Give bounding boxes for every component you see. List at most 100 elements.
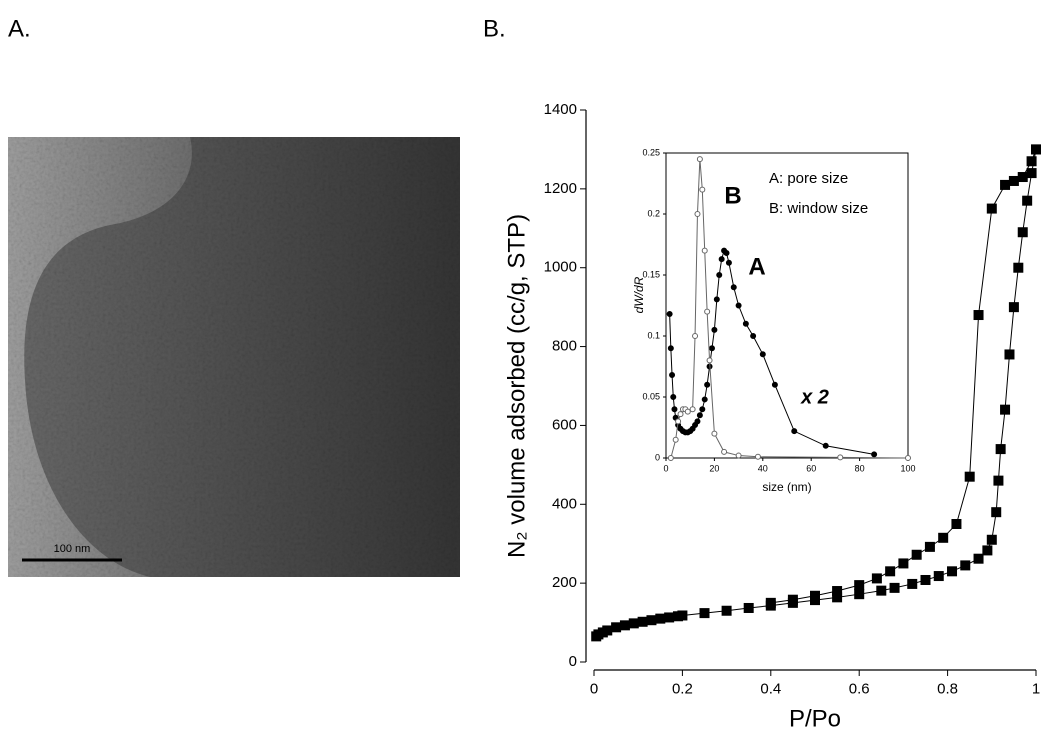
x-tick-label: 0.6	[849, 680, 870, 697]
y-tick-label: 0.05	[642, 391, 660, 401]
y-tick-label: 600	[552, 416, 577, 433]
marker	[995, 444, 1006, 455]
marker	[876, 585, 887, 596]
marker	[694, 418, 701, 425]
marker	[694, 211, 701, 217]
annotation: B	[724, 182, 741, 209]
marker	[704, 308, 711, 315]
marker	[706, 357, 713, 364]
marker	[837, 454, 844, 461]
marker	[602, 625, 613, 636]
panel-label: A.	[8, 15, 31, 42]
marker	[735, 302, 742, 309]
marker	[1017, 227, 1028, 238]
marker	[911, 549, 922, 560]
marker	[905, 455, 911, 461]
x-axis-label: P/Po	[789, 705, 841, 732]
marker	[854, 580, 865, 591]
marker	[1000, 179, 1011, 190]
marker	[1004, 349, 1015, 360]
marker	[832, 592, 843, 603]
y-tick-label: 1200	[544, 180, 577, 197]
marker	[664, 612, 675, 623]
marker	[787, 594, 798, 605]
marker	[689, 406, 696, 413]
marker	[754, 453, 761, 460]
x-tick-label: 1	[1032, 680, 1040, 697]
y-tick-label: 800	[552, 338, 577, 355]
marker	[1022, 195, 1033, 206]
plot-frame	[665, 152, 909, 459]
marker	[1013, 262, 1024, 273]
marker	[986, 534, 997, 545]
y-tick-label: 0.2	[647, 208, 660, 218]
marker	[964, 471, 975, 482]
marker	[655, 613, 666, 624]
marker	[871, 573, 882, 584]
marker	[692, 333, 699, 339]
marker	[982, 545, 993, 556]
marker	[704, 381, 711, 388]
marker	[711, 326, 718, 333]
marker	[708, 345, 715, 352]
marker	[677, 610, 688, 621]
marker	[1017, 172, 1028, 183]
marker	[771, 381, 778, 388]
marker	[675, 418, 682, 425]
y-tick-label: 400	[552, 495, 577, 512]
y-axis-label: dW/dR	[632, 276, 646, 313]
marker	[924, 541, 935, 552]
x-axis-label: size (nm)	[762, 480, 811, 494]
marker	[721, 448, 728, 455]
marker	[670, 394, 677, 400]
y-tick-label: 0	[569, 653, 577, 670]
marker	[701, 396, 708, 403]
x-tick-label: 0	[590, 680, 598, 697]
marker	[723, 250, 730, 257]
marker	[718, 256, 725, 263]
marker	[947, 566, 958, 577]
marker	[791, 428, 798, 435]
chart: 0 20 40 60 80 100 0 0.05 0.1 0.15 0.2 0.25 size (nm)…	[632, 147, 915, 494]
y-tick-label: 1000	[544, 259, 577, 276]
marker	[1008, 175, 1019, 186]
chart: 0 0.2 0.4 0.6 0.8 10200400600800100012001400P…	[503, 101, 1041, 732]
marker	[1031, 144, 1041, 155]
marker	[730, 284, 737, 291]
scale-bar-label: 100 nm	[54, 543, 91, 555]
marker	[684, 408, 691, 415]
marker	[716, 272, 723, 278]
marker	[991, 507, 1002, 518]
y-tick-label: 0.25	[642, 147, 660, 157]
marker	[672, 436, 679, 443]
marker	[832, 586, 843, 597]
marker	[810, 590, 820, 601]
marker	[699, 608, 710, 619]
marker	[725, 259, 732, 266]
marker	[1026, 156, 1037, 167]
annotation: x 2	[800, 386, 829, 408]
marker	[699, 406, 706, 413]
marker	[765, 597, 776, 608]
marker	[759, 351, 766, 358]
legend-entry: B: window size	[769, 200, 868, 217]
x-tick-label: 100	[900, 463, 915, 473]
marker	[669, 372, 676, 379]
marker	[822, 442, 829, 449]
marker	[960, 560, 971, 571]
x-tick-label: 0.4	[760, 680, 781, 697]
marker	[619, 620, 630, 631]
x-tick-label: 0.8	[937, 680, 958, 697]
marker	[611, 622, 622, 633]
marker	[677, 411, 684, 418]
y-tick-label: 0.15	[642, 269, 660, 279]
marker	[666, 311, 673, 318]
marker	[885, 566, 896, 577]
marker	[920, 574, 931, 585]
annotation: A	[748, 253, 765, 280]
marker	[951, 519, 962, 529]
legend-entry: A: pore size	[769, 170, 848, 187]
marker	[667, 345, 674, 352]
marker	[986, 203, 997, 214]
marker	[699, 186, 706, 193]
